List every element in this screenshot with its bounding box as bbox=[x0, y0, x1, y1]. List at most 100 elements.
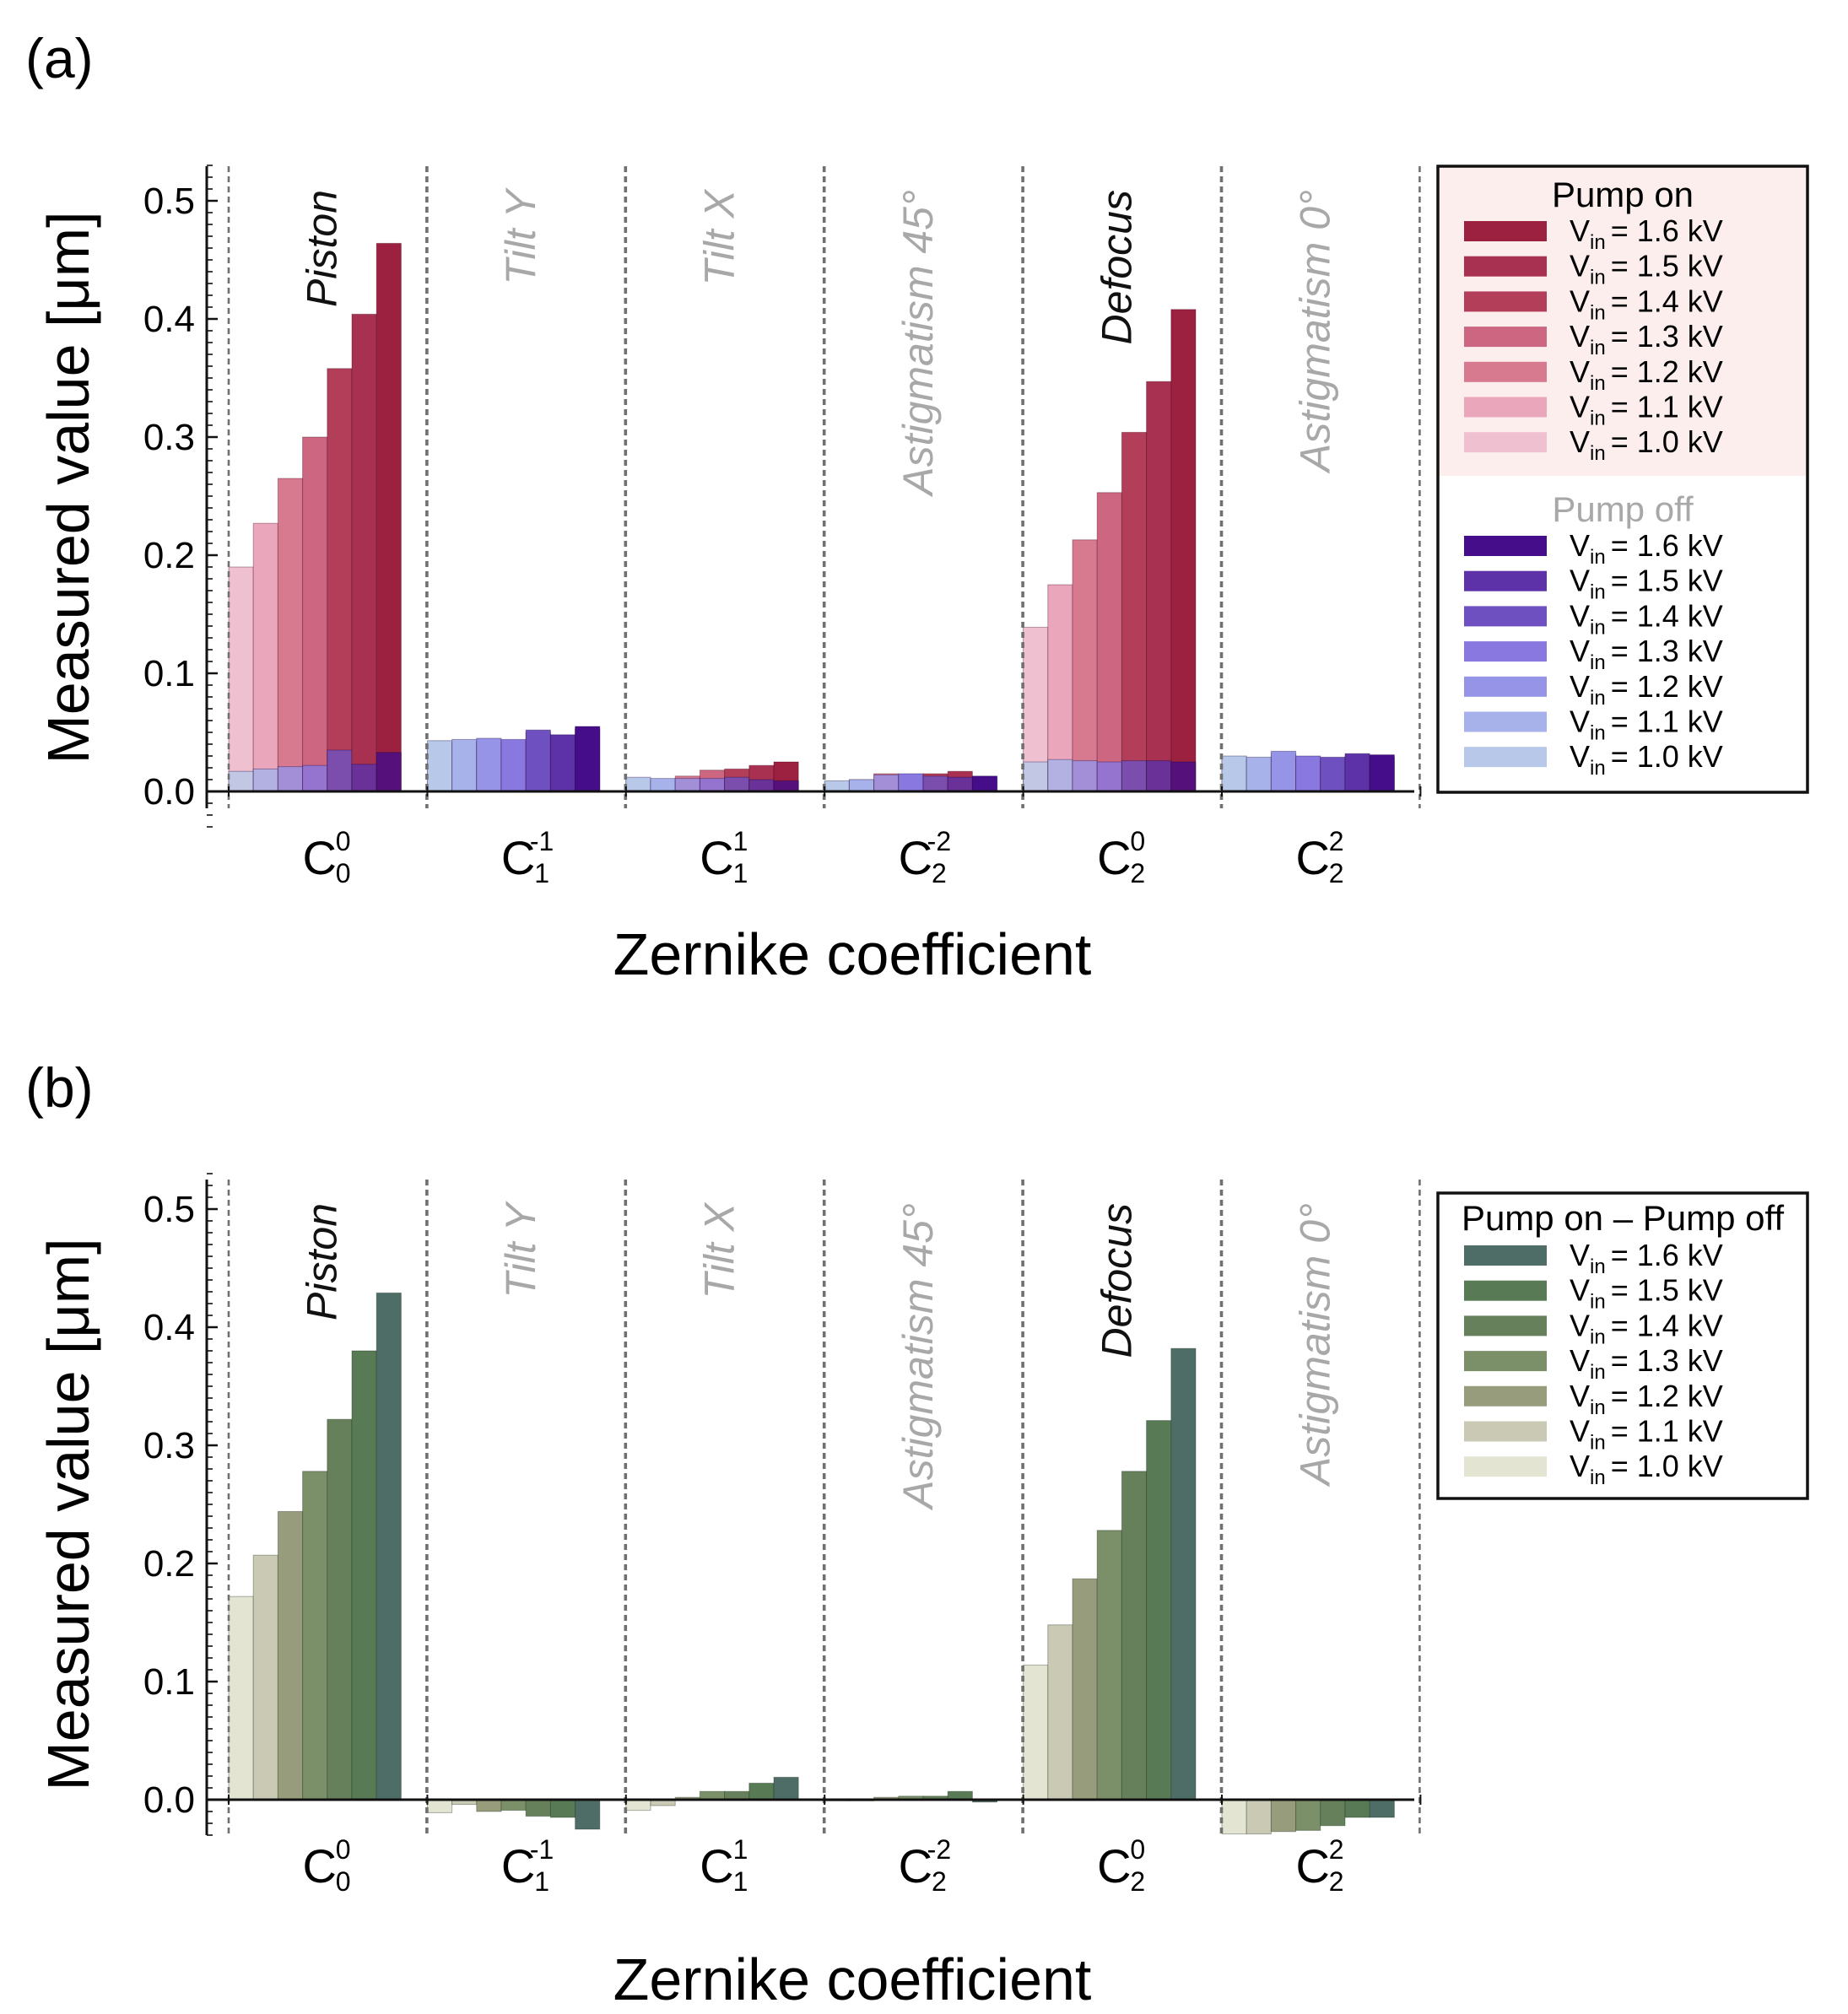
legend-diff-item-swatch bbox=[1464, 1280, 1547, 1301]
bar-difference bbox=[1170, 1347, 1197, 1801]
legend-diff-title: Pump on – Pump off bbox=[1462, 1198, 1784, 1238]
bar-difference bbox=[1146, 1420, 1172, 1801]
bar-pump-off bbox=[1072, 760, 1098, 792]
panel-a-category-superscript: 0 bbox=[336, 826, 351, 856]
bar-difference bbox=[575, 1799, 601, 1830]
panel-a-y-tick-label: 0.3 bbox=[143, 417, 195, 458]
legend-pump-off-item-swatch bbox=[1464, 536, 1547, 556]
legend-pump-on-item-label: Vin = 1.2 kV bbox=[1570, 354, 1723, 395]
legend-diff-item-swatch bbox=[1464, 1421, 1547, 1442]
bar-pump-on bbox=[252, 522, 278, 792]
panel-a-category-subscript: 2 bbox=[932, 858, 947, 888]
legend-pump-off-item-swatch bbox=[1464, 711, 1547, 732]
bar-pump-off bbox=[1047, 759, 1073, 792]
legend-pump-off-item-swatch bbox=[1464, 676, 1547, 697]
bar-pump-off bbox=[724, 776, 750, 792]
panel-b-ylabel: Measured value [μm] bbox=[35, 1238, 101, 1790]
panel-a-category-superscript: 0 bbox=[1130, 826, 1145, 856]
panel-a-xlabel: Zernike coefficient bbox=[613, 921, 1092, 987]
panel-a-group-label: Astigmatism 45° bbox=[894, 190, 942, 498]
panel-a-category-subscript: 2 bbox=[1130, 858, 1145, 888]
panel-b-group-label: Astigmatism 0° bbox=[1292, 1203, 1339, 1488]
legend-pump-on-item-swatch bbox=[1464, 256, 1547, 277]
panel-a-category-subscript: 0 bbox=[336, 858, 351, 888]
bar-pump-off bbox=[1369, 754, 1395, 792]
bar-difference bbox=[228, 1596, 254, 1801]
bar-difference bbox=[252, 1554, 278, 1801]
bar-difference bbox=[476, 1799, 502, 1812]
panel-a-group-label: Defocus bbox=[1093, 190, 1140, 344]
bar-difference bbox=[1121, 1471, 1148, 1801]
legend-pump-off-item-label: Vin = 1.6 kV bbox=[1570, 528, 1723, 569]
panel-b-y-tick-label: 0.0 bbox=[143, 1779, 195, 1821]
legend-pump-off-item-label: Vin = 1.0 kV bbox=[1570, 739, 1723, 780]
panel-a-y-tick-label: 0.5 bbox=[143, 181, 195, 222]
legend-diff-item-swatch bbox=[1464, 1245, 1547, 1266]
bar-difference bbox=[1270, 1799, 1297, 1833]
panel-a-category-label: C bbox=[1295, 831, 1329, 884]
bar-difference bbox=[426, 1799, 453, 1813]
bar-pump-off bbox=[252, 768, 278, 792]
bar-pump-off bbox=[1344, 753, 1370, 792]
bar-difference bbox=[1221, 1799, 1247, 1835]
bar-pump-off bbox=[971, 775, 998, 792]
panel-a-group-label: Tilt Y bbox=[497, 186, 544, 284]
bar-pump-off bbox=[650, 778, 676, 792]
legend-pump-off-item-label: Vin = 1.3 kV bbox=[1570, 634, 1723, 674]
panel-b-category-superscript: 1 bbox=[733, 1834, 748, 1865]
legend-pump-on-item-swatch bbox=[1464, 397, 1547, 418]
bar-difference bbox=[549, 1799, 576, 1818]
bar-pump-off bbox=[1146, 760, 1172, 792]
panel-b-category-subscript: 2 bbox=[932, 1866, 947, 1897]
bar-pump-off bbox=[451, 738, 478, 792]
bar-difference bbox=[327, 1418, 353, 1801]
legend-diff-item-swatch bbox=[1464, 1385, 1547, 1407]
panel-a-axes: 0.0 0.1 0.2 0.3 0.4 0.5 Piston Tilt Y Tilt X Asti… bbox=[143, 165, 1422, 888]
panel-b-y-tick-label: 0.1 bbox=[143, 1661, 195, 1703]
panel-a-y-tick-label: 0.0 bbox=[143, 771, 195, 813]
bar-difference bbox=[277, 1510, 304, 1801]
bar-difference bbox=[1047, 1624, 1073, 1801]
panel-b-category-superscript: 2 bbox=[1329, 1834, 1344, 1865]
legend-pump-on-item-swatch bbox=[1464, 291, 1547, 312]
bar-difference bbox=[625, 1799, 651, 1812]
legend-pump-on-background bbox=[1438, 166, 1807, 476]
bar-difference bbox=[302, 1471, 328, 1801]
bar-pump-off bbox=[1170, 761, 1197, 792]
bar-pump-off bbox=[376, 752, 402, 792]
panel-b-y-tick-label: 0.4 bbox=[143, 1307, 195, 1348]
panel-a-category-superscript: -2 bbox=[927, 826, 951, 856]
bar-difference bbox=[1246, 1799, 1272, 1835]
bar-pump-on bbox=[1146, 381, 1172, 792]
bar-difference bbox=[1344, 1799, 1370, 1818]
bar-difference bbox=[1369, 1799, 1395, 1818]
bar-pump-on bbox=[376, 242, 402, 792]
panel-a-ylabel: Measured value [μm] bbox=[35, 211, 101, 764]
panel-a-category-label: C bbox=[302, 831, 336, 884]
panel-a-y-tick-label: 0.4 bbox=[143, 299, 195, 340]
bar-pump-on bbox=[1072, 539, 1098, 792]
legend-diff-item-label: Vin = 1.1 kV bbox=[1570, 1414, 1723, 1455]
bar-difference bbox=[1295, 1799, 1321, 1831]
bar-difference bbox=[500, 1799, 527, 1812]
panel-b-y-tick-label: 0.5 bbox=[143, 1189, 195, 1230]
bar-pump-off bbox=[898, 773, 924, 792]
bar-pump-off bbox=[1246, 756, 1272, 792]
panel-b-group-label: Defocus bbox=[1093, 1203, 1140, 1358]
legend-pump-on-item-label: Vin = 1.0 kV bbox=[1570, 424, 1723, 465]
panel-a-category-subscript: 2 bbox=[1329, 858, 1344, 888]
bar-pump-off bbox=[699, 778, 726, 792]
legend-diff-item-label: Vin = 1.6 kV bbox=[1570, 1238, 1723, 1278]
panel-b-category-label: C bbox=[1097, 1839, 1131, 1893]
bar-pump-off bbox=[824, 780, 850, 792]
legend-pump-on-item-swatch bbox=[1464, 327, 1547, 348]
legend-diff-item-label: Vin = 1.5 kV bbox=[1570, 1273, 1723, 1314]
legend-diff-frame bbox=[1436, 1191, 1809, 1500]
panel-a-group-label: Piston bbox=[299, 190, 346, 307]
bar-pump-off bbox=[500, 738, 527, 792]
legend-pump-on-item-swatch bbox=[1464, 432, 1547, 453]
panel-b-category-label: C bbox=[899, 1839, 932, 1893]
